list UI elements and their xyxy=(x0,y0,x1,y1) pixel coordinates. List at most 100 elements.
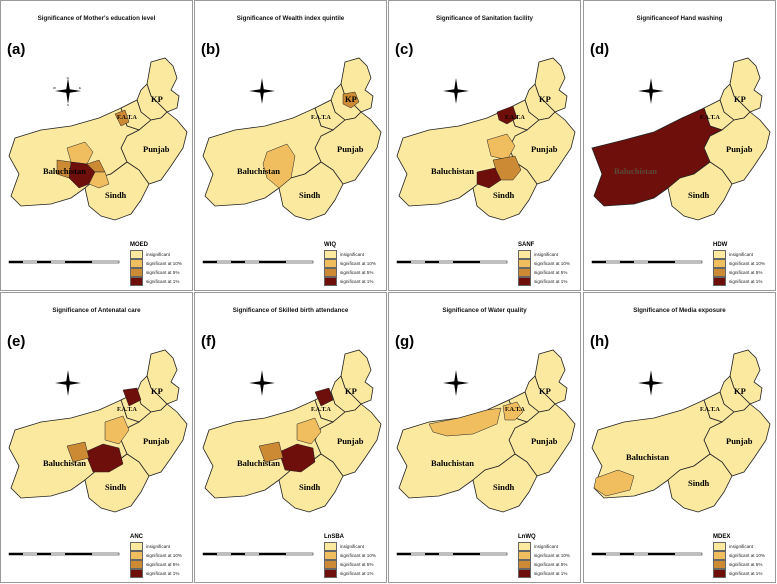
label-punjab: Punjab xyxy=(726,436,753,446)
legend-title: WIQ xyxy=(324,242,336,248)
legend-label: insignificant xyxy=(534,544,559,549)
map-a: KP F.A.T.A Punjab Baluchistan Sindh xyxy=(8,57,188,221)
area-b1 xyxy=(114,109,130,127)
area-f3 xyxy=(278,443,316,473)
north-arrow-icon xyxy=(249,370,275,396)
area-c1 xyxy=(496,105,518,125)
legend-swatch xyxy=(713,560,726,569)
legend-label: significant at 5% xyxy=(340,270,374,275)
label-baluchistan: Baluchistan xyxy=(626,452,669,462)
north-arrow-icon xyxy=(55,370,81,396)
label-kp: KP xyxy=(345,386,357,396)
scale-bar xyxy=(202,552,314,556)
legend-title: SANF xyxy=(518,242,535,248)
legend-swatch xyxy=(130,551,143,560)
legend-row: significant at 10% xyxy=(324,259,382,268)
legend-label: significant at 10% xyxy=(146,553,183,558)
legend-label: significant at 5% xyxy=(729,562,763,567)
legend: HDW insignificant significant at 10% sig… xyxy=(713,242,771,286)
legend-swatch xyxy=(518,560,531,569)
panel-title: Significanceof Hand washing xyxy=(636,15,723,22)
label-sindh: Sindh xyxy=(299,482,321,492)
label-sindh: Sindh xyxy=(493,190,515,200)
area-c4 xyxy=(476,167,502,189)
legend-label: significant at 5% xyxy=(534,562,568,567)
map-g: KP F.A.T.A Punjab Baluchistan Sindh xyxy=(396,349,576,513)
panel-label: (f) xyxy=(201,333,216,350)
north-arrow-icon xyxy=(443,78,469,104)
north-arrow-icon: N S E W xyxy=(53,76,81,106)
legend-swatch xyxy=(130,250,143,259)
label-fata: F.A.T.A xyxy=(700,115,721,121)
legend: WIQ insignificant significant at 10% sig… xyxy=(324,242,382,286)
legend-row: significant at 5% xyxy=(324,560,382,569)
legend-label: significant at 5% xyxy=(340,562,374,567)
legend-row: insignificant xyxy=(130,250,188,259)
label-fata: F.A.T.A xyxy=(117,115,138,121)
legend: ANC insignificant significant at 10% sig… xyxy=(130,534,188,578)
legend-row: significant at 1% xyxy=(130,569,188,578)
legend-swatch xyxy=(130,259,143,268)
legend-label: significant at 10% xyxy=(340,261,377,266)
label-baluchistan: Baluchistan xyxy=(237,166,280,176)
legend: MDEX insignificant significant at 10% si… xyxy=(713,534,771,578)
panel-title: Significance of Sanitation facility xyxy=(436,15,533,22)
label-punjab: Punjab xyxy=(143,144,170,154)
compass-w: W xyxy=(53,86,56,90)
label-fata: F.A.T.A xyxy=(117,407,138,413)
label-sindh: Sindh xyxy=(299,190,321,200)
north-arrow-icon xyxy=(638,370,664,396)
panel-label: (h) xyxy=(590,333,610,350)
legend-row: insignificant xyxy=(130,542,188,551)
legend-row: insignificant xyxy=(713,250,771,259)
map-c: KP F.A.T.A Punjab Baluchistan Sindh xyxy=(396,57,576,221)
scale-bar xyxy=(396,260,508,264)
legend-swatch xyxy=(518,259,531,268)
area-w1 xyxy=(342,91,360,109)
panel-label: (e) xyxy=(7,333,26,350)
legend-label: significant at 5% xyxy=(146,562,180,567)
region-sindh xyxy=(278,161,344,221)
legend-label: insignificant xyxy=(534,252,559,257)
legend-label: significant at 1% xyxy=(729,571,763,576)
legend-row: significant at 1% xyxy=(324,277,382,286)
legend-label: significant at 1% xyxy=(340,279,374,284)
north-arrow-icon xyxy=(249,78,275,104)
area-g2 xyxy=(502,401,524,421)
panel-label: (a) xyxy=(7,41,26,58)
legend-title: ANC xyxy=(130,534,143,540)
label-baluchistan: Baluchistan xyxy=(43,166,86,176)
compass-s: S xyxy=(67,103,69,106)
label-sindh: Sindh xyxy=(105,482,127,492)
panel-title: Significance of Mother's education level xyxy=(37,15,156,22)
label-punjab: Punjab xyxy=(337,144,364,154)
scale-bar xyxy=(396,552,508,556)
region-sindh xyxy=(472,453,538,513)
legend-label: insignificant xyxy=(340,544,365,549)
label-baluchistan: Baluchistan xyxy=(43,458,86,468)
legend-swatch xyxy=(713,259,726,268)
legend-label: significant at 1% xyxy=(146,279,180,284)
legend-title: LnWQ xyxy=(518,534,536,540)
legend-label: insignificant xyxy=(146,544,171,549)
legend-swatch xyxy=(713,250,726,259)
legend-label: significant at 1% xyxy=(146,571,180,576)
label-kp: KP xyxy=(345,94,357,104)
legend-row: insignificant xyxy=(324,250,382,259)
area-e4 xyxy=(66,441,90,463)
legend: MOED insignificant significant at 10% si… xyxy=(130,242,188,286)
legend-label: significant at 5% xyxy=(729,270,763,275)
north-arrow-icon xyxy=(638,78,664,104)
legend-row: significant at 5% xyxy=(130,268,188,277)
label-fata: F.A.T.A xyxy=(505,407,526,413)
legend-title: HDW xyxy=(713,242,728,248)
legend-swatch xyxy=(130,277,143,286)
pakistan-base xyxy=(8,57,188,221)
legend-label: significant at 1% xyxy=(534,571,568,576)
legend: LnSBA insignificant significant at 10% s… xyxy=(324,534,382,578)
map-d: KP F.A.T.A Punjab Baluchistan Sindh xyxy=(591,57,771,221)
panel-d: Significanceof Hand washing (d) KP F.A.T… xyxy=(583,0,776,291)
scale-bar xyxy=(202,260,314,264)
label-baluchistan: Baluchistan xyxy=(237,458,280,468)
